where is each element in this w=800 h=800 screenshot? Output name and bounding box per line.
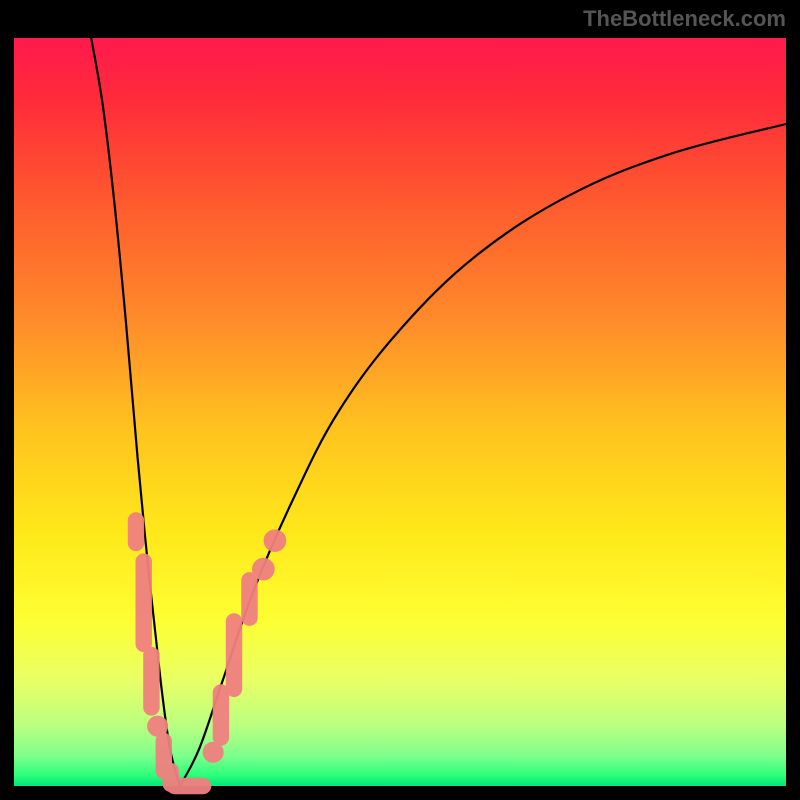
marker-pill — [144, 647, 159, 715]
marker-dot — [253, 558, 275, 580]
marker-dot — [264, 530, 286, 552]
plot-background — [14, 38, 786, 786]
bottleneck-chart — [0, 0, 800, 800]
marker-pill — [226, 614, 241, 697]
marker-pill-horizontal — [167, 778, 211, 793]
chart-frame: TheBottleneck.com — [0, 0, 800, 800]
marker-pill — [242, 573, 257, 626]
marker-pill — [213, 685, 228, 745]
marker-pill — [136, 554, 151, 652]
marker-pill — [128, 513, 143, 551]
